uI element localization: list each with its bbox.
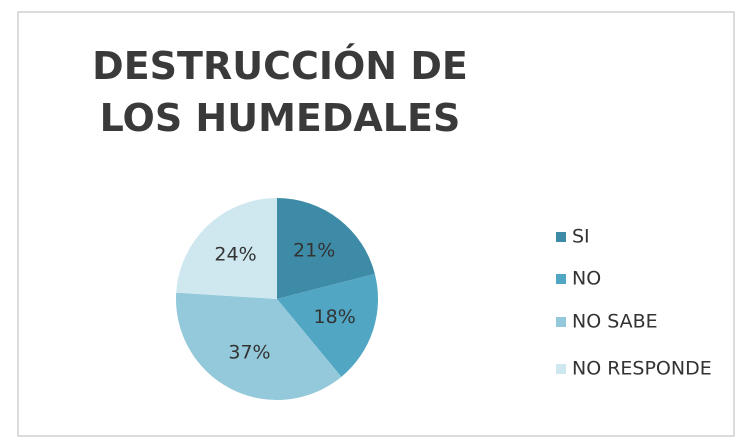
pie-slice <box>277 273 378 377</box>
pie-slice <box>176 198 277 299</box>
legend-swatch <box>556 364 566 374</box>
chart-frame <box>17 11 735 437</box>
pie-slice <box>176 292 342 401</box>
data-label: 24% <box>214 243 256 265</box>
chart-title: DESTRUCCIÓN DE LOS HUMEDALES <box>92 44 468 140</box>
legend-label: NO <box>572 268 601 290</box>
legend-swatch <box>556 317 566 327</box>
legend-swatch <box>556 274 566 284</box>
legend-label: NO RESPONDE <box>572 358 712 380</box>
legend-label: NO SABE <box>572 311 658 333</box>
data-label: 18% <box>314 306 356 328</box>
legend-swatch <box>556 232 566 242</box>
data-label: 21% <box>293 240 335 262</box>
legend-label: SI <box>572 226 590 248</box>
data-label: 37% <box>228 341 270 363</box>
pie-slice <box>277 198 375 299</box>
